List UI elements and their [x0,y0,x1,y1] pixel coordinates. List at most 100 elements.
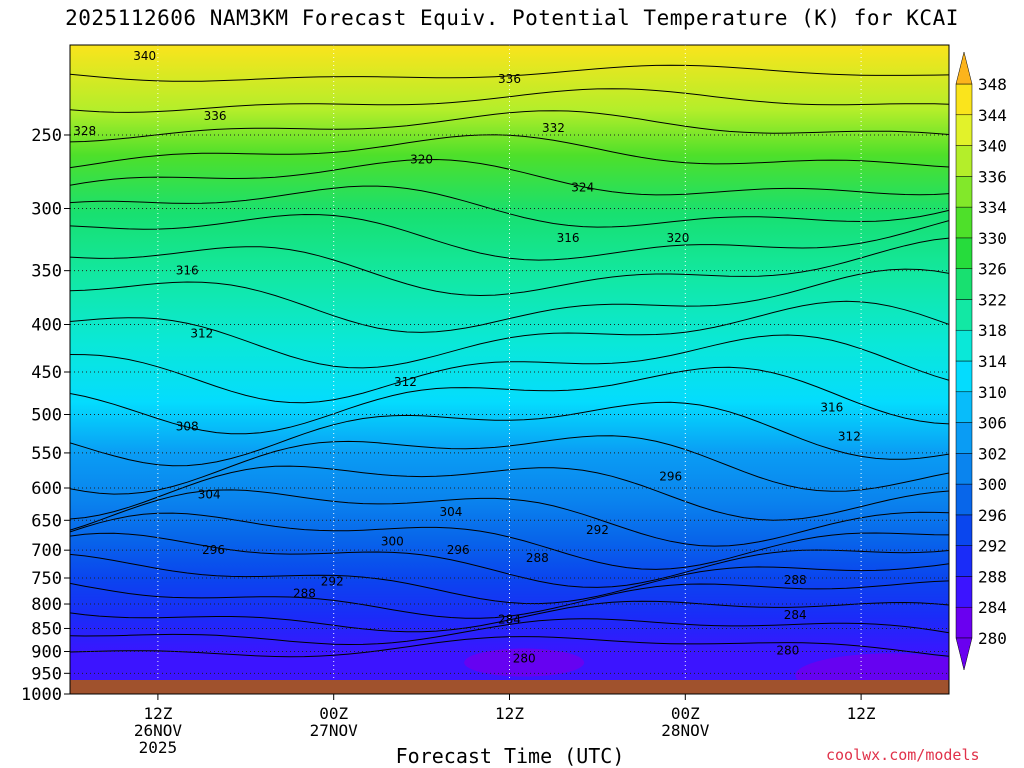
y-axis: 250 300 350 400 450 500 550 600 650 700 750 800 850 9… [21,126,70,705]
colorbar-segment [955,237,973,269]
chart-title: 2025112606 NAM3KM Forecast Equiv. Potent… [65,6,959,30]
cold-pool [464,648,585,677]
contour-line [70,580,949,619]
y-tick-label: 700 [31,541,62,561]
colorbar-segment [955,483,973,516]
colorbar-label: 310 [978,383,1007,402]
colorbar-segment [955,576,973,608]
colorbar-label: 344 [978,106,1007,125]
colorbar-segment [955,360,973,393]
colorbar-label: 348 [978,75,1007,94]
y-tick-label: 650 [31,511,62,531]
colorbar-label: 330 [978,229,1007,248]
contour-label: 280 [513,651,536,665]
colorbar: 280 284 288 292 296 300 302 306 310 314 318 322 326 3… [955,51,1007,671]
y-tick-label: 400 [31,316,62,336]
y-tick-label: 300 [31,200,62,220]
y-tick-label: 350 [31,262,62,282]
colorbar-label: 296 [978,506,1007,525]
contour-label: 328 [73,124,96,138]
contour-line [70,618,949,646]
contour-label: 296 [659,470,682,484]
plot-area [70,45,949,694]
x-tick-label: 28NOV [661,721,710,740]
colorbar-segment [955,391,973,423]
contour-label: 284 [498,612,521,626]
y-tick-label: 250 [31,126,62,146]
x-axis-title: Forecast Time (UTC) [395,744,625,768]
contour-label: 336 [204,109,227,123]
contour-label: 284 [784,608,807,622]
x-tick-label: 12Z [143,704,172,723]
y-tick-label: 450 [31,363,62,383]
x-tick-label: 00Z [671,704,700,723]
colorbar-label: 318 [978,321,1007,340]
contour-label: 292 [586,523,609,537]
contour-line [70,489,949,547]
contour-label: 316 [820,400,843,414]
contour-label: 312 [838,430,861,444]
y-tick-label: 800 [31,595,62,615]
y-tick-label: 1000 [21,685,62,705]
colorbar-segment [955,329,973,362]
colorbar-label: 292 [978,537,1007,556]
contour-line [70,134,949,169]
contour-line [70,64,949,82]
contour-label: 312 [394,375,417,389]
colorbar-label: 300 [978,475,1007,494]
credit-link[interactable]: coolwx.com/models [826,746,980,764]
surface-band [70,680,949,694]
colorbar-label: 334 [978,198,1007,217]
grid-lines [70,45,949,694]
contour-label: 308 [176,420,199,434]
colorbar-label: 302 [978,444,1007,463]
contour-line [70,213,949,261]
contour-line [70,553,949,605]
x-tick-label: 2025 [139,738,178,757]
x-tick-label: 12Z [847,704,876,723]
contour-line [70,636,949,658]
colorbar-label: 306 [978,414,1007,433]
contour-label: 288 [784,573,807,587]
contour-label: 288 [526,551,549,565]
contour-label: 312 [190,326,213,340]
colorbar-segment [955,145,973,177]
contour-label: 324 [571,180,594,194]
colorbar-segment [955,514,973,546]
contour-label: 304 [198,487,221,501]
contour-label: 316 [557,231,580,245]
colorbar-segment [955,206,973,239]
y-tick-label: 900 [31,643,62,663]
y-tick-label: 750 [31,569,62,589]
colorbar-label: 340 [978,137,1007,156]
x-tick-label: 00Z [319,704,348,723]
contour-line [70,110,949,143]
colorbar-label: 326 [978,260,1007,279]
colorbar-max-arrow [955,51,973,85]
contour-line [70,268,949,333]
contour-label: 296 [202,543,225,557]
colorbar-label: 336 [978,167,1007,186]
colorbar-label: 322 [978,290,1007,309]
colorbar-label: 280 [978,629,1007,648]
y-tick-label: 550 [31,444,62,464]
contour-labels: 340 336 328 336 332 320 324 316 320 316 312 312 316 3… [73,49,861,665]
colorbar-segment [955,545,973,577]
x-tick-label: 26NOV [134,721,183,740]
contour-label: 280 [776,644,799,658]
colorbar-segment [955,299,973,331]
contour-label: 332 [542,121,565,135]
colorbar-segment [955,114,973,146]
x-tick-label: 12Z [495,704,524,723]
contour-label: 336 [498,72,521,86]
colorbar-segment [955,422,973,454]
contour-line [70,88,949,113]
contour-label: 320 [410,152,433,166]
colorbar-segment [955,268,973,300]
colorbar-label: 314 [978,352,1007,371]
colorbar-segment [955,83,973,116]
contour-line [70,401,949,467]
y-tick-label: 950 [31,664,62,684]
colorbar-min-arrow [955,637,973,671]
